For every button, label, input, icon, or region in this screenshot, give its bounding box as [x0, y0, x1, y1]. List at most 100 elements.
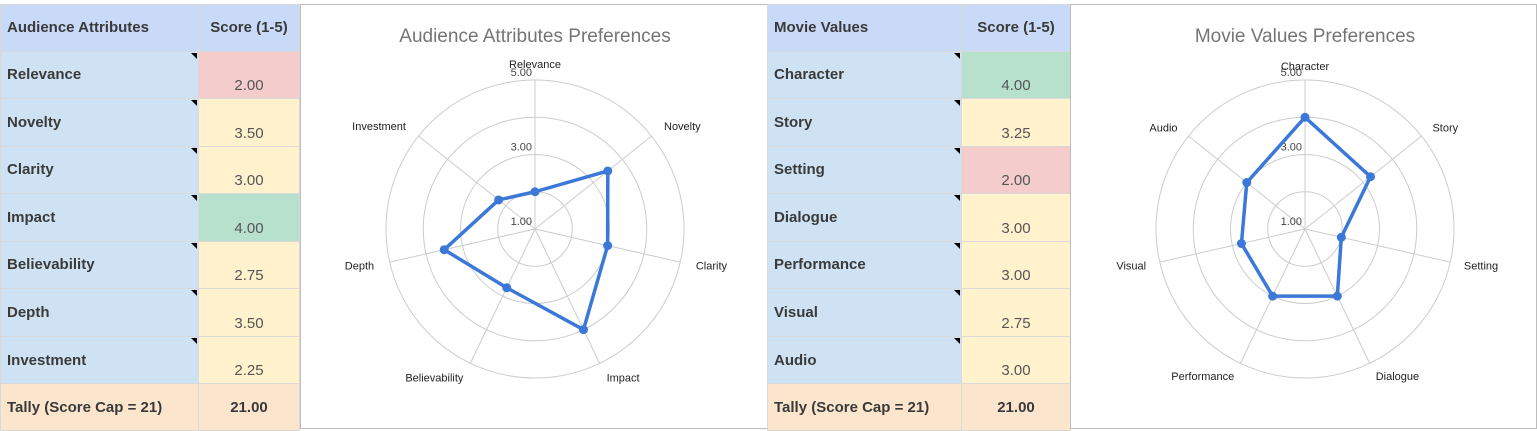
- score-cell[interactable]: 3.00: [198, 145, 300, 195]
- value-cell[interactable]: Setting: [767, 145, 962, 195]
- tick-label: 3.00: [511, 142, 532, 154]
- data-point[interactable]: [1332, 291, 1342, 301]
- tick-label: 5.00: [1281, 67, 1302, 79]
- data-point[interactable]: [494, 195, 504, 205]
- axis-label: Relevance: [509, 59, 561, 71]
- data-point[interactable]: [1242, 178, 1252, 188]
- header-cell-attribute[interactable]: Audience Attributes: [0, 4, 199, 52]
- data-point[interactable]: [578, 325, 588, 335]
- table-row: Story 3.25: [767, 98, 1071, 147]
- attribute-cell[interactable]: Believability: [0, 240, 199, 290]
- grid-spoke: [534, 228, 601, 364]
- attribute-cell[interactable]: Novelty: [0, 98, 199, 147]
- tally-value-cell[interactable]: 21.00: [961, 383, 1071, 431]
- table-row: Character 4.00: [767, 50, 1071, 100]
- value-cell[interactable]: Performance: [767, 240, 962, 290]
- axis-label: Setting: [1464, 260, 1498, 272]
- score-cell[interactable]: 3.25: [961, 98, 1071, 147]
- axis-label: Visual: [1116, 260, 1146, 272]
- chart-title: Audience Attributes Preferences: [399, 26, 670, 47]
- movie-values-radar-chart[interactable]: Movie Values Preferences 1.00 3.00 5.00 Char…: [1070, 4, 1537, 429]
- data-point[interactable]: [530, 187, 540, 197]
- dropdown-marker-icon[interactable]: [954, 337, 960, 344]
- value-label: Setting: [774, 161, 825, 179]
- tick-label: 1.00: [511, 216, 532, 228]
- axis-label: Performance: [1171, 371, 1234, 383]
- score-cell[interactable]: 3.00: [961, 240, 1071, 290]
- score-cell[interactable]: 4.00: [198, 193, 300, 242]
- header-cell-score[interactable]: Score (1-5): [961, 4, 1071, 52]
- dropdown-marker-icon[interactable]: [954, 195, 960, 202]
- attribute-cell[interactable]: Investment: [0, 335, 199, 385]
- data-point[interactable]: [1236, 239, 1246, 249]
- dropdown-marker-icon[interactable]: [191, 195, 197, 202]
- table-row: Dialogue 3.00: [767, 193, 1071, 242]
- value-cell[interactable]: Story: [767, 98, 962, 147]
- header-cell-score[interactable]: Score (1-5): [198, 4, 300, 52]
- score-cell[interactable]: 3.50: [198, 98, 300, 147]
- data-point[interactable]: [439, 245, 449, 255]
- value-label: Audio: [774, 351, 817, 369]
- dropdown-marker-icon[interactable]: [191, 147, 197, 154]
- axis-label: Story: [1432, 122, 1458, 134]
- grid-spoke: [469, 228, 536, 364]
- attribute-label: Novelty: [7, 113, 62, 131]
- dropdown-marker-icon[interactable]: [954, 147, 960, 154]
- data-point[interactable]: [1300, 112, 1310, 122]
- dropdown-marker-icon[interactable]: [954, 52, 960, 59]
- value-label: Visual: [774, 304, 818, 322]
- attribute-cell[interactable]: Impact: [0, 193, 199, 242]
- axis-label: Believability: [405, 373, 464, 385]
- score-cell[interactable]: 3.00: [961, 335, 1071, 385]
- table-row: Clarity 3.00: [0, 145, 300, 195]
- score-cell[interactable]: 4.00: [961, 50, 1071, 100]
- dropdown-marker-icon[interactable]: [191, 52, 197, 59]
- data-point[interactable]: [603, 166, 613, 176]
- dropdown-marker-icon[interactable]: [191, 242, 197, 249]
- attribute-cell[interactable]: Relevance: [0, 50, 199, 100]
- score-cell[interactable]: 3.50: [198, 288, 300, 337]
- attribute-label: Believability: [7, 256, 95, 274]
- tally-label-cell[interactable]: Tally (Score Cap = 21): [767, 383, 962, 431]
- value-cell[interactable]: Dialogue: [767, 193, 962, 242]
- table-row: Visual 2.75: [767, 288, 1071, 337]
- dropdown-marker-icon[interactable]: [191, 290, 197, 297]
- axis-label: Audio: [1149, 122, 1177, 134]
- dropdown-marker-icon[interactable]: [954, 242, 960, 249]
- score-cell[interactable]: 2.00: [198, 50, 300, 100]
- score-cell[interactable]: 2.75: [198, 240, 300, 290]
- data-point[interactable]: [1366, 172, 1376, 182]
- tick-label: 1.00: [1281, 216, 1302, 228]
- dropdown-marker-icon[interactable]: [954, 290, 960, 297]
- dropdown-marker-icon[interactable]: [954, 100, 960, 107]
- data-point[interactable]: [502, 283, 512, 293]
- attribute-cell[interactable]: Depth: [0, 288, 199, 337]
- value-cell[interactable]: Character: [767, 50, 962, 100]
- tally-value-cell[interactable]: 21.00: [198, 383, 300, 431]
- score-cell[interactable]: 2.00: [961, 145, 1071, 195]
- dropdown-marker-icon[interactable]: [191, 337, 197, 344]
- table-row: Investment 2.25: [0, 335, 300, 385]
- axis-label: Novelty: [664, 121, 701, 133]
- tally-label-cell[interactable]: Tally (Score Cap = 21): [0, 383, 199, 431]
- axis-label: Dialogue: [1376, 371, 1419, 383]
- axis-label: Depth: [345, 261, 374, 273]
- score-cell[interactable]: 2.25: [198, 335, 300, 385]
- dropdown-marker-icon[interactable]: [191, 100, 197, 107]
- data-point[interactable]: [1268, 291, 1278, 301]
- value-label: Story: [774, 113, 813, 131]
- data-point[interactable]: [1336, 232, 1346, 242]
- score-cell[interactable]: 2.75: [961, 288, 1071, 337]
- score-cell[interactable]: 3.00: [961, 193, 1071, 242]
- value-cell[interactable]: Visual: [767, 288, 962, 337]
- chart-title: Movie Values Preferences: [1195, 26, 1415, 47]
- data-point[interactable]: [603, 241, 613, 251]
- table-row: Depth 3.50: [0, 288, 300, 337]
- attribute-cell[interactable]: Clarity: [0, 145, 199, 195]
- attribute-label: Impact: [7, 208, 56, 226]
- header-cell-value[interactable]: Movie Values: [767, 4, 962, 52]
- axis-label: Impact: [607, 373, 640, 385]
- table-row: Performance 3.00: [767, 240, 1071, 290]
- value-cell[interactable]: Audio: [767, 335, 962, 385]
- audience-attributes-radar-chart[interactable]: Audience Attributes Preferences 1.00 3.00 5…: [300, 4, 769, 429]
